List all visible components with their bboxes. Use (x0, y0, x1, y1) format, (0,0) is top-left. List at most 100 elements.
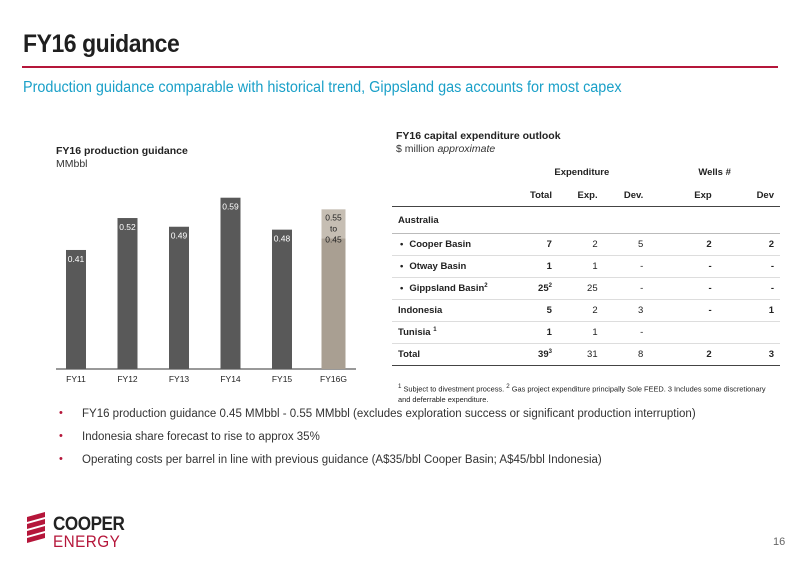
cell-exp: 2 (557, 299, 604, 322)
bar (220, 197, 241, 369)
capex-table: Expenditure Wells # Total Exp. Dev. Exp … (392, 160, 780, 366)
x-tick-label: FY16G (320, 374, 347, 384)
section-australia: Australia (392, 206, 780, 234)
row-label-footnote: 1 (433, 326, 437, 333)
cell-wells-dev: - (717, 277, 780, 300)
bar (66, 249, 86, 369)
capex-group-header-row: Expenditure Wells # (392, 160, 780, 184)
capex-unit-label: $ million (396, 143, 435, 155)
cell-wells-exp: 2 (649, 233, 718, 256)
x-tick-label: FY15 (272, 374, 293, 384)
cell-exp: 1 (557, 255, 604, 278)
capex-title: FY16 capital expenditure outlook (396, 130, 561, 142)
col-total: Total (514, 184, 558, 207)
cell-dev: 5 (603, 233, 650, 256)
row-label: Gippsland Basin (409, 283, 485, 295)
row-label: Otway Basin (409, 261, 467, 272)
cell-total: 1 (514, 255, 558, 278)
cell-dev: - (603, 321, 650, 344)
bullet-glyph: • (400, 283, 404, 295)
table-row: • Gippsland Basin2 252 25 - - - (392, 277, 780, 300)
expenditure-group-header: Expenditure (554, 166, 610, 178)
col-wells-exp: Exp (649, 184, 718, 207)
cell-wells-dev: - (717, 255, 780, 278)
total-wells-dev: 3 (717, 343, 780, 366)
bar-data-label: 0.59 (222, 202, 239, 212)
logo-word-1: COOPER (53, 514, 125, 535)
x-tick-label: FY11 (66, 374, 86, 384)
list-item: • Indonesia share forecast to rise to app… (59, 430, 320, 443)
logo-mark-icon (27, 512, 45, 543)
row-label: Indonesia (392, 299, 515, 322)
cell-wells-exp (649, 321, 718, 344)
bar-data-label: 0.48 (274, 234, 291, 244)
list-item: • Operating costs per barrel in line with… (59, 453, 602, 466)
x-tick-label: FY14 (220, 374, 241, 384)
x-tick-label: FY12 (117, 374, 138, 384)
col-exp: Exp. (557, 184, 604, 207)
cell-exp: 2 (557, 233, 604, 256)
bar-data-label: to (330, 223, 337, 233)
bullet-icon: • (59, 407, 63, 419)
cell-wells-exp: - (649, 299, 718, 322)
cell-total: 1 (514, 321, 558, 344)
capex-footnote: 1 Subject to divestment process. 2 Gas p… (398, 383, 766, 405)
bar (272, 229, 292, 369)
capex-unit: $ million approximate (396, 143, 495, 155)
cell-wells-exp: - (649, 277, 718, 300)
wells-group-header: Wells # (698, 166, 731, 178)
bar-data-label: 0.55 (325, 212, 342, 222)
capex-unit-qualifier: approximate (437, 143, 496, 155)
guidance-bullets: • FY16 production guidance 0.45 MMbbl - 0… (56, 407, 696, 477)
col-wells-dev: Dev (717, 184, 780, 207)
table-row: • Cooper Basin 7 2 5 2 2 (392, 233, 780, 256)
row-label: Cooper Basin (409, 239, 472, 250)
chart-title: FY16 production guidance (56, 145, 188, 157)
total-exp: 31 (557, 343, 604, 366)
bullet-icon: • (59, 453, 63, 465)
total-value: 39 (538, 349, 549, 361)
bar (169, 226, 189, 369)
total-label: Total (392, 343, 515, 366)
row-label: Tunisia (398, 327, 431, 339)
row-label-footnote: 2 (484, 282, 488, 289)
total-wells-exp: 2 (649, 343, 718, 366)
cell-wells-exp: - (649, 255, 718, 278)
cell-dev: - (603, 255, 650, 278)
cell-total-footnote: 2 (548, 282, 552, 289)
cell-exp: 25 (557, 277, 604, 300)
total-row: Total 393 31 8 2 3 (392, 343, 780, 366)
chart-unit: MMbbl (56, 158, 88, 170)
cell-wells-dev: 2 (717, 233, 780, 256)
total-dev: 8 (603, 343, 650, 366)
bullet-icon: • (59, 430, 63, 442)
bar (117, 218, 138, 369)
total-footnote: 3 (548, 348, 552, 355)
bar-data-label: 0.41 (68, 254, 85, 264)
bar-data-label: 0.52 (119, 222, 136, 232)
capex-column-header-row: Total Exp. Dev. Exp Dev (392, 184, 780, 207)
cell-exp: 1 (557, 321, 604, 344)
cell-dev: - (603, 277, 650, 300)
list-item: • FY16 production guidance 0.45 MMbbl - 0… (59, 407, 696, 420)
table-row: Indonesia 5 2 3 - 1 (392, 299, 780, 322)
bar-data-label: 0.49 (171, 231, 188, 241)
cell-dev: 3 (603, 299, 650, 322)
company-logo: COOPER ENERGY (23, 511, 125, 551)
section-label: Australia (392, 206, 780, 234)
slide-subtitle: Production guidance comparable with hist… (23, 79, 622, 96)
page-number: 16 (773, 536, 786, 548)
table-row: • Otway Basin 1 1 - - - (392, 255, 780, 278)
bar-guidance-lower (321, 238, 346, 369)
x-tick-label: FY13 (169, 374, 190, 384)
col-dev: Dev. (603, 184, 650, 207)
bar-guidance-upper (321, 209, 346, 239)
title-divider (22, 66, 778, 68)
logo-word-2: ENERGY (53, 532, 121, 551)
cell-wells-dev (717, 321, 780, 344)
bar-data-label: 0.45 (325, 234, 342, 244)
table-row: Tunisia 1 1 1 - (392, 321, 780, 344)
bullet-glyph: • (400, 239, 404, 250)
cell-wells-dev: 1 (717, 299, 780, 322)
cell-total: 5 (514, 299, 558, 322)
